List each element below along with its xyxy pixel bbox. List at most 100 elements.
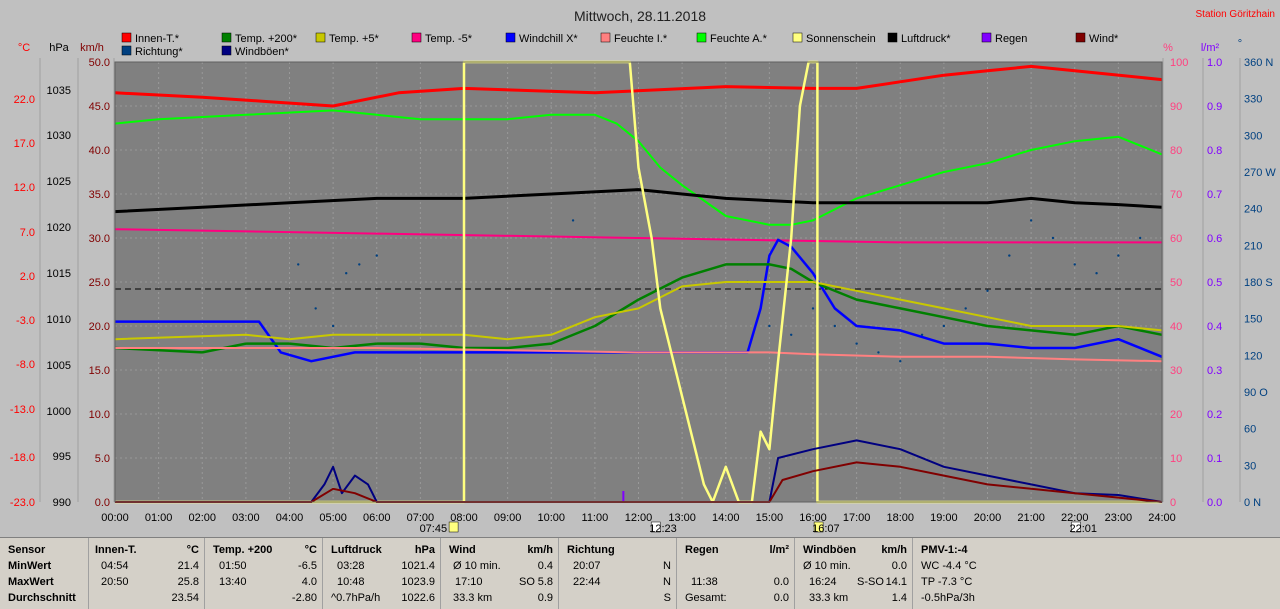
legend-label: Innen-T.* (135, 33, 180, 45)
direction-point (571, 219, 575, 222)
rain-tick: 0.0 (1207, 497, 1222, 509)
legend-label: Luftdruck* (901, 33, 951, 45)
direction-point (768, 324, 771, 328)
stats-boen-avg-value: 1.4 (891, 592, 907, 604)
stats-druck-min-value: 1021.4 (401, 560, 435, 572)
stats-temp-min-value: -6.5 (298, 560, 317, 572)
kmh-tick: 30.0 (89, 233, 110, 245)
kmh-tick: 15.0 (89, 365, 110, 377)
direction-point (1117, 254, 1120, 257)
stats-boen-column: Windböen km/h Ø 10 min. 0.0 16:24 S-SO 14.1 … (794, 538, 913, 609)
stats-richtung-avg-value: S (663, 592, 671, 604)
pct-tick: 0 (1170, 497, 1176, 509)
rain-tick: 0.4 (1207, 321, 1222, 333)
time-tick: 15:00 (756, 512, 784, 524)
legend-label: Temp. +5* (329, 33, 380, 45)
time-tick: 08:00 (450, 512, 478, 524)
stats-wind-unit: km/h (527, 544, 553, 556)
statistics-panel: Sensor MinWert MaxWert Durchschnitt Inne… (0, 537, 1280, 609)
pct-axis-unit: % (1163, 42, 1173, 54)
stats-innen-max-value: 25.8 (177, 576, 199, 588)
dir-tick: 60 (1244, 424, 1256, 436)
rain-tick: 0.3 (1207, 365, 1222, 377)
stats-sensor-header: Sensor (8, 544, 46, 556)
series-line (114, 228, 1162, 244)
dir-tick: 210 (1244, 240, 1262, 252)
hpa-tick: 1025 (47, 176, 71, 188)
legend-swatch (221, 32, 232, 43)
time-tick: 14:00 (712, 512, 740, 524)
direction-point (297, 263, 300, 266)
pct-tick: 100 (1170, 57, 1188, 69)
dir-tick: 330 (1244, 94, 1262, 106)
kmh-tick: 25.0 (89, 277, 110, 289)
dir-tick: 180 S (1244, 277, 1273, 289)
time-tick: 13:00 (668, 512, 696, 524)
time-tick: 23:00 (1105, 512, 1133, 524)
time-tick: 06:00 (363, 512, 391, 524)
series-line (115, 439, 1163, 503)
rain-axis-unit: l/m² (1201, 42, 1220, 54)
direction-point (1073, 263, 1076, 266)
stats-druck-header: Luftdruck (331, 544, 382, 556)
legend-swatch (411, 32, 422, 43)
stats-richtung-column: Richtung 20:07 N 22:44 N S (558, 538, 677, 609)
stats-boen-max-dir: S-SO (857, 576, 884, 588)
stats-pmv-column: PMV-1:-4 WC -4.4 °C TP -7.3 °C -0.5hPa/3… (912, 538, 1280, 609)
direction-point (1051, 236, 1055, 240)
dir-tick: 360 N (1244, 57, 1273, 69)
hpa-tick: 1005 (47, 360, 71, 372)
temp-tick: -13.0 (10, 404, 35, 416)
stats-wind-min-label: Ø 10 min. (453, 560, 501, 572)
kmh-axis-unit: km/h (80, 42, 104, 54)
legend-swatch (887, 32, 898, 43)
stats-temp-column: Temp. +200 °C 01:50 -6.5 13:40 4.0 -2.80 (204, 538, 323, 609)
pct-tick: 40 (1170, 321, 1182, 333)
plot-border (114, 61, 1163, 503)
stats-richtung-min-time: 20:07 (573, 560, 601, 572)
legend-label: Feuchte A.* (710, 33, 768, 45)
sun-event-marker (1071, 521, 1081, 533)
pct-tick: 30 (1170, 365, 1182, 377)
stats-min-label: MinWert (8, 560, 52, 572)
dir-tick: 120 (1244, 350, 1262, 362)
stats-wind-avg-value: 0.9 (537, 592, 553, 604)
temp-axis-unit: °C (18, 42, 30, 54)
series-line (115, 461, 1163, 503)
time-tick: 21:00 (1017, 512, 1045, 524)
time-tick: 11:00 (582, 512, 609, 524)
series-line (115, 238, 1163, 363)
pct-tick: 80 (1170, 145, 1182, 157)
hpa-tick: 1015 (47, 268, 71, 280)
legend-label: Temp. -5* (425, 33, 473, 45)
direction-point (1029, 219, 1033, 222)
stats-innen-avg-value: 23.54 (171, 592, 199, 604)
stats-boen-distance: 33.3 km (809, 592, 849, 604)
time-tick: 07:00 (407, 512, 435, 524)
stats-innen-min-value: 21.4 (177, 560, 199, 572)
temp-tick: 2.0 (20, 271, 35, 283)
temp-tick: 7.0 (20, 227, 35, 239)
stats-innen-header: Innen-T. (95, 544, 137, 556)
direction-point (345, 272, 348, 275)
direction-point (855, 342, 858, 345)
kmh-tick: 50.0 (89, 57, 110, 69)
hpa-tick: 1000 (47, 406, 71, 418)
temp-tick: 22.0 (14, 94, 35, 106)
legend-label: Richtung* (135, 46, 183, 58)
dir-tick: 300 (1244, 130, 1262, 142)
hpa-tick: 1030 (47, 130, 71, 142)
stats-temp-unit: °C (304, 544, 317, 556)
time-tick: 03:00 (232, 512, 260, 524)
legend-swatch (981, 32, 992, 43)
stats-avg-label: Durchschnitt (8, 592, 76, 604)
stats-richtung-min-value: N (663, 560, 671, 572)
legend-label: Feuchte I.* (614, 33, 668, 45)
stats-wind-max-time: 17:10 (455, 576, 483, 588)
rain-tick: 0.7 (1207, 189, 1222, 201)
pct-tick: 90 (1170, 101, 1182, 113)
stats-regen-unit: l/m² (769, 544, 789, 556)
direction-point (314, 307, 317, 310)
dir-axis-unit: ° (1238, 38, 1242, 50)
direction-point (942, 324, 946, 328)
